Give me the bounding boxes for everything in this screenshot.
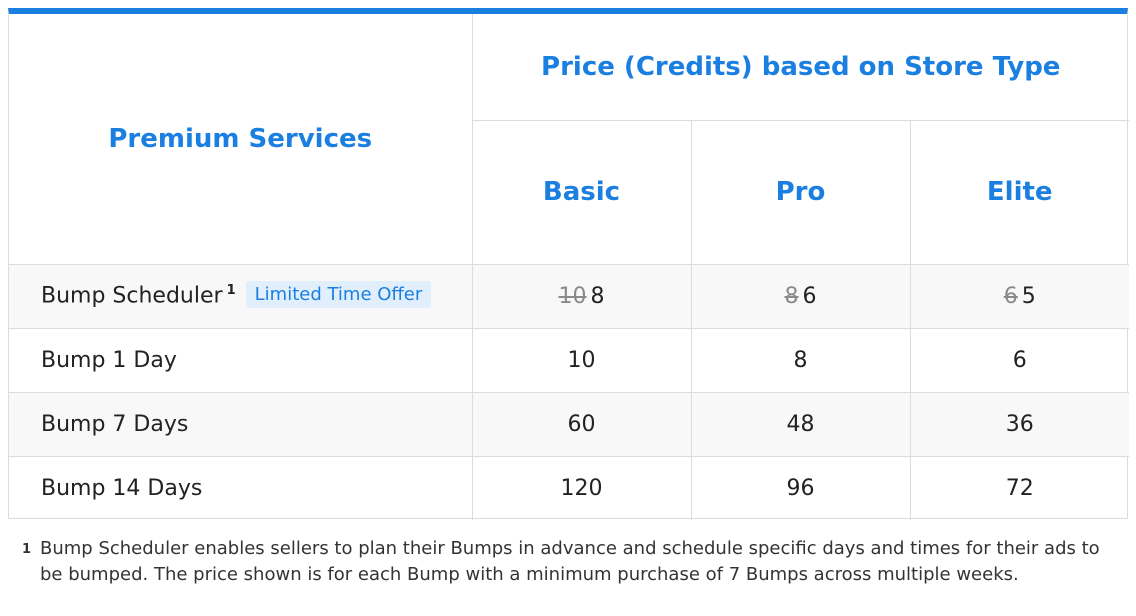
footnote-text: Bump Scheduler enables sellers to plan t… bbox=[40, 538, 1100, 585]
tier-header-basic: Basic bbox=[472, 119, 692, 265]
old-price: 10 bbox=[558, 283, 587, 309]
price-cell-elite: 72 bbox=[909, 455, 1129, 520]
price-cell-pro: 96 bbox=[690, 455, 911, 520]
pricing-table-container: Premium Services Price (Credits) based o… bbox=[8, 8, 1129, 520]
footnote: 1 Bump Scheduler enables sellers to plan … bbox=[22, 536, 1122, 588]
new-price: 6 bbox=[802, 283, 817, 309]
price-cell-basic: 10 8 bbox=[471, 263, 692, 329]
new-price: 5 bbox=[1021, 283, 1036, 309]
price-cell-basic: 120 bbox=[471, 455, 692, 520]
service-name: Bump Scheduler bbox=[41, 283, 223, 308]
footnote-marker: 1 bbox=[226, 282, 236, 298]
old-price: 8 bbox=[784, 283, 799, 309]
premium-services-header: Premium Services bbox=[9, 14, 473, 265]
price-cell-elite: 6 bbox=[909, 327, 1129, 393]
price-cell-pro: 48 bbox=[690, 391, 911, 457]
table-row-bump-7-days: Bump 7 Days 60 48 36 bbox=[9, 391, 1129, 457]
price-cell-pro: 8 bbox=[690, 327, 911, 393]
price-header: Price (Credits) based on Store Type bbox=[471, 14, 1129, 121]
header-row-top: Premium Services Price (Credits) based o… bbox=[9, 14, 1129, 265]
tier-header-elite: Elite bbox=[909, 119, 1129, 265]
price-cell-basic: 60 bbox=[471, 391, 692, 457]
header-row-tiers: Basic Pro Elite bbox=[9, 119, 1129, 265]
tier-header-pro: Pro bbox=[690, 119, 911, 265]
service-cell: Bump Scheduler 1 Limited Time Offer bbox=[9, 263, 473, 329]
service-name: Bump 1 Day bbox=[9, 327, 473, 393]
service-name: Bump 14 Days bbox=[9, 455, 473, 520]
service-name: Bump 7 Days bbox=[9, 391, 473, 457]
price-cell-elite: 36 bbox=[909, 391, 1129, 457]
pricing-table: Premium Services Price (Credits) based o… bbox=[9, 14, 1129, 520]
price-cell-basic: 10 bbox=[471, 327, 692, 393]
limited-offer-badge: Limited Time Offer bbox=[245, 280, 432, 308]
table-row-bump-1-day: Bump 1 Day 10 8 6 bbox=[9, 327, 1129, 393]
table-row-bump-14-days: Bump 14 Days 120 96 72 bbox=[9, 455, 1129, 520]
old-price: 6 bbox=[1003, 283, 1018, 309]
footnote-mark: 1 bbox=[22, 542, 32, 557]
new-price: 8 bbox=[590, 283, 605, 309]
